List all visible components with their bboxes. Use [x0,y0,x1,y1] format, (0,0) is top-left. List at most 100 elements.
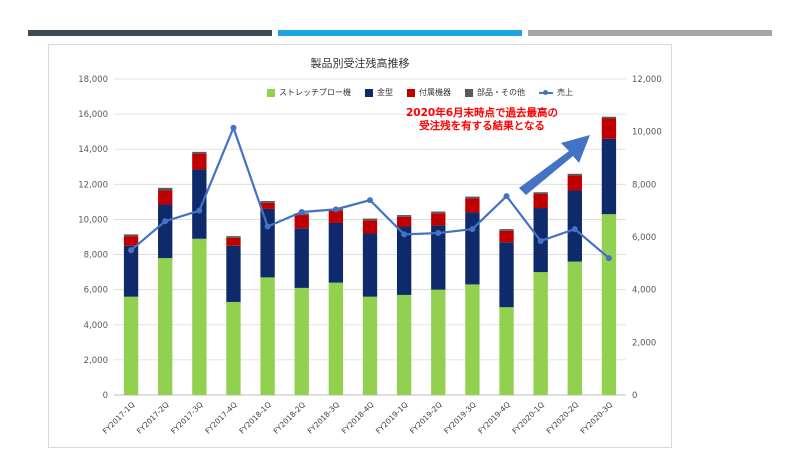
legend-label-buhin: 部品・その他 [477,88,525,97]
bar-buhin [158,187,173,191]
chart-container: 製品別受注残高推移 ストレッチブロー機 金型 付属機器 部品・その他 売上 0 2… [48,44,672,448]
y-right-tick-label: 2,000 [632,338,656,348]
bar-stretch [499,307,514,395]
x-tick-label: FY2019-1Q [374,400,410,436]
x-tick-label: FY2020-2Q [545,400,581,436]
bar-stretch [294,287,309,395]
x-tick-label: FY2017-3Q [169,400,205,436]
y-right-tick-label: 6,000 [632,233,656,243]
bar-fuzoku [465,198,480,213]
sales-point [196,207,203,214]
bar-kanagata [226,245,241,302]
header-decoration [28,30,772,36]
legend-swatch-buhin [465,88,473,97]
sales-point [571,226,578,233]
bar-fuzoku [158,190,173,205]
bar-fuzoku [362,220,378,234]
x-tick-label: FY2020-1Q [510,400,546,436]
y-right-tick-label: 0 [632,391,637,401]
bar-fuzoku [567,175,582,191]
y-left-tick-label: 4,000 [84,321,108,331]
legend-item-buhin: 部品・その他 [465,87,525,98]
y-left-tick-label: 8,000 [84,251,108,261]
legend-swatch-stretch [267,88,275,97]
bar-buhin [396,215,412,217]
bar-fuzoku [294,215,309,229]
x-tick-label: FY2017-1Q [101,400,137,436]
y-left-tick-label: 2,000 [84,356,108,366]
sales-point [537,237,544,244]
annotation-arrow [519,135,590,195]
bar-buhin [533,192,548,194]
legend-item-fuzoku: 付属機器 [407,87,451,98]
header-bar-left [28,30,272,36]
bar-fuzoku [533,193,548,209]
sales-point [332,206,339,213]
y-right-tick-label: 4,000 [632,286,656,296]
sales-point [435,230,442,237]
bar-buhin [192,151,207,154]
x-tick-label: FY2018-1Q [237,400,273,436]
y-right-tick-label: 10,000 [632,128,662,138]
x-tick-label: FY2019-4Q [476,400,512,436]
bar-stretch [396,294,412,395]
bar-fuzoku [499,230,514,243]
bar-fuzoku [260,202,275,209]
chart-legend: ストレッチブロー機 金型 付属機器 部品・その他 売上 [267,87,573,98]
sales-point [401,231,408,238]
bar-fuzoku [226,237,241,246]
bar-kanagata [601,138,617,215]
bar-stretch [226,301,241,395]
header-bar-middle [278,30,522,36]
bar-stretch [260,277,275,395]
legend-item-stretch: ストレッチブロー機 [267,87,351,98]
bar-stretch [123,296,139,395]
bar-fuzoku [123,236,139,246]
sales-point [367,197,373,204]
sales-point [298,208,305,215]
bar-stretch [328,282,344,395]
bar-stretch [431,289,446,395]
bar-kanagata [499,242,514,308]
bar-kanagata [567,190,582,262]
sales-point [264,223,271,230]
y-left-tick-label: 14,000 [78,145,108,155]
y-left-tick-label: 6,000 [84,286,108,296]
bar-fuzoku [328,210,344,223]
bar-fuzoku [431,213,446,226]
x-tick-label: FY2017-2Q [135,400,171,436]
y-left-tick-label: 0 [103,391,108,401]
legend-swatch-fuzoku [407,88,415,97]
legend-label-sales: 売上 [557,88,573,97]
x-tick-label: FY2018-2Q [272,400,308,436]
bar-buhin [465,196,480,199]
sales-point [162,218,169,225]
bar-kanagata [362,233,378,297]
bar-kanagata [431,225,446,290]
bar-fuzoku [192,153,207,170]
sales-point [605,255,612,262]
bar-stretch [362,296,378,395]
x-tick-label: FY2018-3Q [306,400,342,436]
bar-stretch [533,272,548,395]
x-tick-label: FY2018-4Q [340,400,376,436]
y-left-tick-label: 10,000 [78,215,108,225]
bar-kanagata [192,169,207,239]
bar-stretch [192,238,207,395]
bar-kanagata [294,228,309,288]
sales-point [128,247,135,254]
bar-kanagata [123,245,139,297]
legend-label-kanagata: 金型 [377,88,393,97]
legend-label-stretch: ストレッチブロー機 [279,88,351,97]
annotation-line-2: 受注残を有する結果となる [419,120,545,132]
x-tick-label: FY2019-3Q [442,400,478,436]
bar-kanagata [396,226,412,295]
legend-item-sales: 売上 [539,87,573,98]
x-tick-label: FY2020-3Q [579,400,615,436]
y-left-tick-label: 12,000 [78,180,108,190]
legend-label-fuzoku: 付属機器 [419,88,451,97]
legend-line-sales [539,89,553,97]
chart-annotation: 2020年6月末時点で過去最高の 受注残を有する結果となる [387,107,577,133]
bar-stretch [601,214,617,395]
x-tick-label: FY2017-4Q [203,400,239,436]
